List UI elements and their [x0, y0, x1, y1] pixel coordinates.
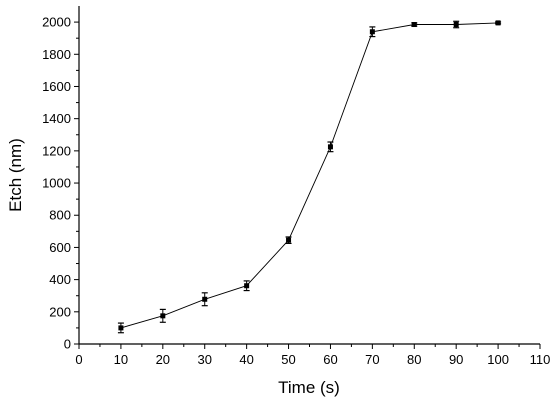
x-tick-label: 80 [407, 352, 421, 367]
data-point [286, 237, 292, 243]
y-tick-label: 1000 [42, 176, 71, 191]
data-points [118, 20, 501, 331]
y-tick-label: 2000 [42, 15, 71, 30]
data-point [369, 29, 375, 35]
series-line [120, 22, 499, 329]
y-tick-label: 400 [49, 272, 71, 287]
y-tick-label: 1400 [42, 111, 71, 126]
x-tick-label: 20 [156, 352, 170, 367]
data-point [327, 144, 333, 150]
x-tick-label: 0 [75, 352, 82, 367]
data-point [118, 325, 124, 331]
y-axis-ticks: 0 200 400 600 800 1000 1200 1400 1600 1800 2000 [42, 15, 79, 352]
y-tick-label: 0 [64, 337, 71, 352]
series-polyline [120, 22, 499, 329]
plot-frame [78, 6, 540, 345]
x-tick-label: 70 [365, 352, 379, 367]
y-tick-label: 800 [49, 208, 71, 223]
y-tick-label: 1800 [42, 47, 71, 62]
data-point [453, 22, 459, 28]
error-bars [117, 20, 502, 334]
data-point [160, 313, 166, 319]
y-tick-label: 600 [49, 240, 71, 255]
x-tick-label: 50 [281, 352, 295, 367]
y-tick-label: 1200 [42, 143, 71, 158]
y-tick-label: 1600 [42, 79, 71, 94]
x-tick-label: 40 [239, 352, 253, 367]
data-point [202, 296, 208, 302]
y-axis-label: Etch (nm) [6, 138, 25, 212]
x-tick-label: 60 [323, 352, 337, 367]
x-tick-label: 10 [114, 352, 128, 367]
data-point [411, 22, 417, 28]
x-tick-label: 30 [197, 352, 211, 367]
x-axis-ticks: 0 10 20 30 40 50 60 70 80 90 100 110 [75, 344, 550, 367]
y-tick-label: 200 [49, 304, 71, 319]
data-point [495, 20, 501, 26]
data-point [244, 283, 250, 289]
x-tick-label: 90 [449, 352, 463, 367]
x-tick-label: 100 [487, 352, 509, 367]
x-axis-label: Time (s) [278, 378, 340, 397]
x-tick-label: 110 [530, 352, 550, 367]
